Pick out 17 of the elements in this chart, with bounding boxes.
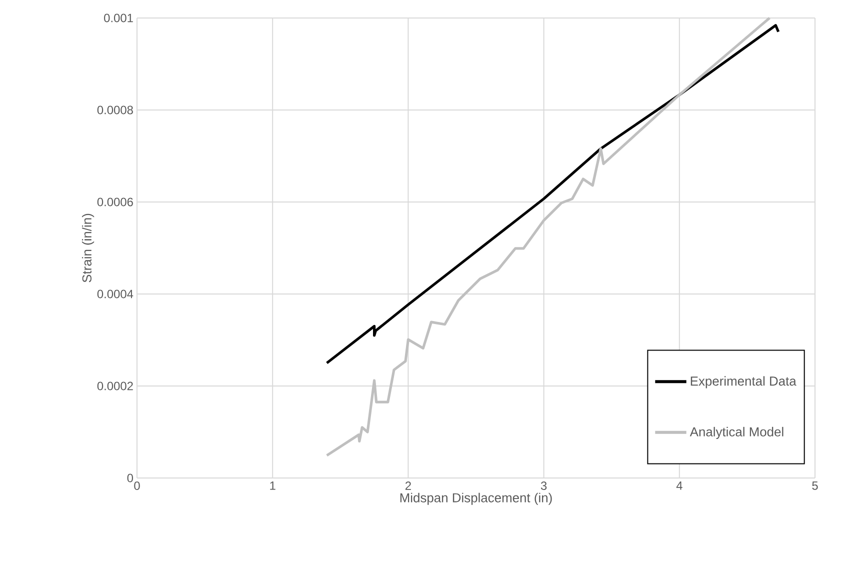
y-tick-label: 0.0006	[97, 198, 133, 206]
y-axis-title: Strain (in/in)	[82, 214, 94, 282]
y-tick-label: 0.0004	[97, 290, 134, 298]
x-tick-label: 5	[812, 482, 818, 490]
x-tick-label: 2	[405, 482, 411, 490]
x-axis-title: Midspan Displacement (in)	[400, 492, 552, 505]
line-series	[326, 24, 780, 364]
y-tick-label: 0.0002	[97, 382, 133, 390]
y-tick-label: 0.0008	[97, 106, 133, 114]
y-tick-label: 0.001	[104, 14, 133, 22]
y-tick-label: 0	[127, 474, 134, 482]
x-tick-label: 0	[134, 482, 140, 490]
legend-label: Analytical Model	[690, 426, 784, 439]
x-tick-label: 3	[540, 482, 547, 490]
x-tick-label: 1	[270, 482, 276, 490]
x-tick-label: 4	[676, 482, 682, 490]
legend-label: Experimental Data	[690, 376, 796, 388]
